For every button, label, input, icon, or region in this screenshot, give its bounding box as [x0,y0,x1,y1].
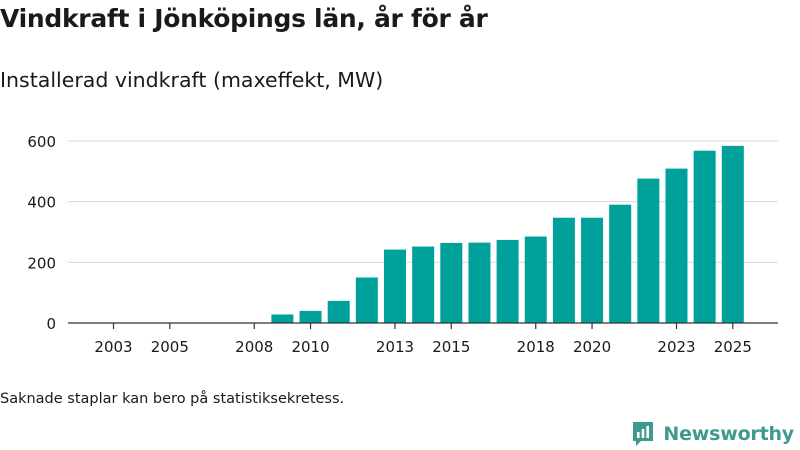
y-tick-label-600: 600 [27,133,56,151]
bar-2011 [327,300,350,323]
y-tick-label-200: 200 [27,254,56,272]
x-tick-label-2008: 2008 [235,338,273,356]
x-tick-label-2023: 2023 [657,338,695,356]
newsworthy-logo-icon [633,422,654,446]
chart-subtitle: Installerad vindkraft (maxeffekt, MW) [0,68,384,92]
bar-2025 [721,145,744,323]
x-tick-label-2003: 2003 [94,338,132,356]
bar-2021 [609,204,632,323]
x-tick-label-2025: 2025 [714,338,752,356]
bar-2012 [355,277,378,323]
brand-name: Newsworthy [663,422,794,445]
bar-2014 [412,246,435,323]
x-tick-label-2005: 2005 [151,338,189,356]
bar-2010 [299,310,322,323]
bar-2024 [693,150,716,323]
x-tick-label-2018: 2018 [517,338,555,356]
bar-2018 [524,236,547,323]
bar-2015 [440,242,463,323]
brand-logo: Newsworthy [631,420,794,447]
bar-2022 [637,178,660,323]
footnote: Saknade staplar kan bero på statistiksek… [0,391,345,407]
x-tick-label-2020: 2020 [573,338,611,356]
x-tick-label-2015: 2015 [432,338,470,356]
x-tick-label-2013: 2013 [376,338,414,356]
bar-2016 [468,242,491,323]
x-tick-label-2010: 2010 [291,338,329,356]
bar-2020 [581,217,604,323]
bar-2009 [271,314,294,323]
bar-2023 [665,168,688,323]
y-tick-label-0: 0 [46,315,56,333]
bar-2013 [384,249,406,323]
y-tick-label-400: 400 [27,194,56,212]
bar-2019 [552,217,575,323]
bar-2017 [496,239,519,323]
bar-chart: 0 200 400 600 2003 2005 2008 2010 2013 2015 2018 20… [27,133,778,356]
chart-title: Vindkraft i Jönköpings län, år för år [0,4,488,33]
